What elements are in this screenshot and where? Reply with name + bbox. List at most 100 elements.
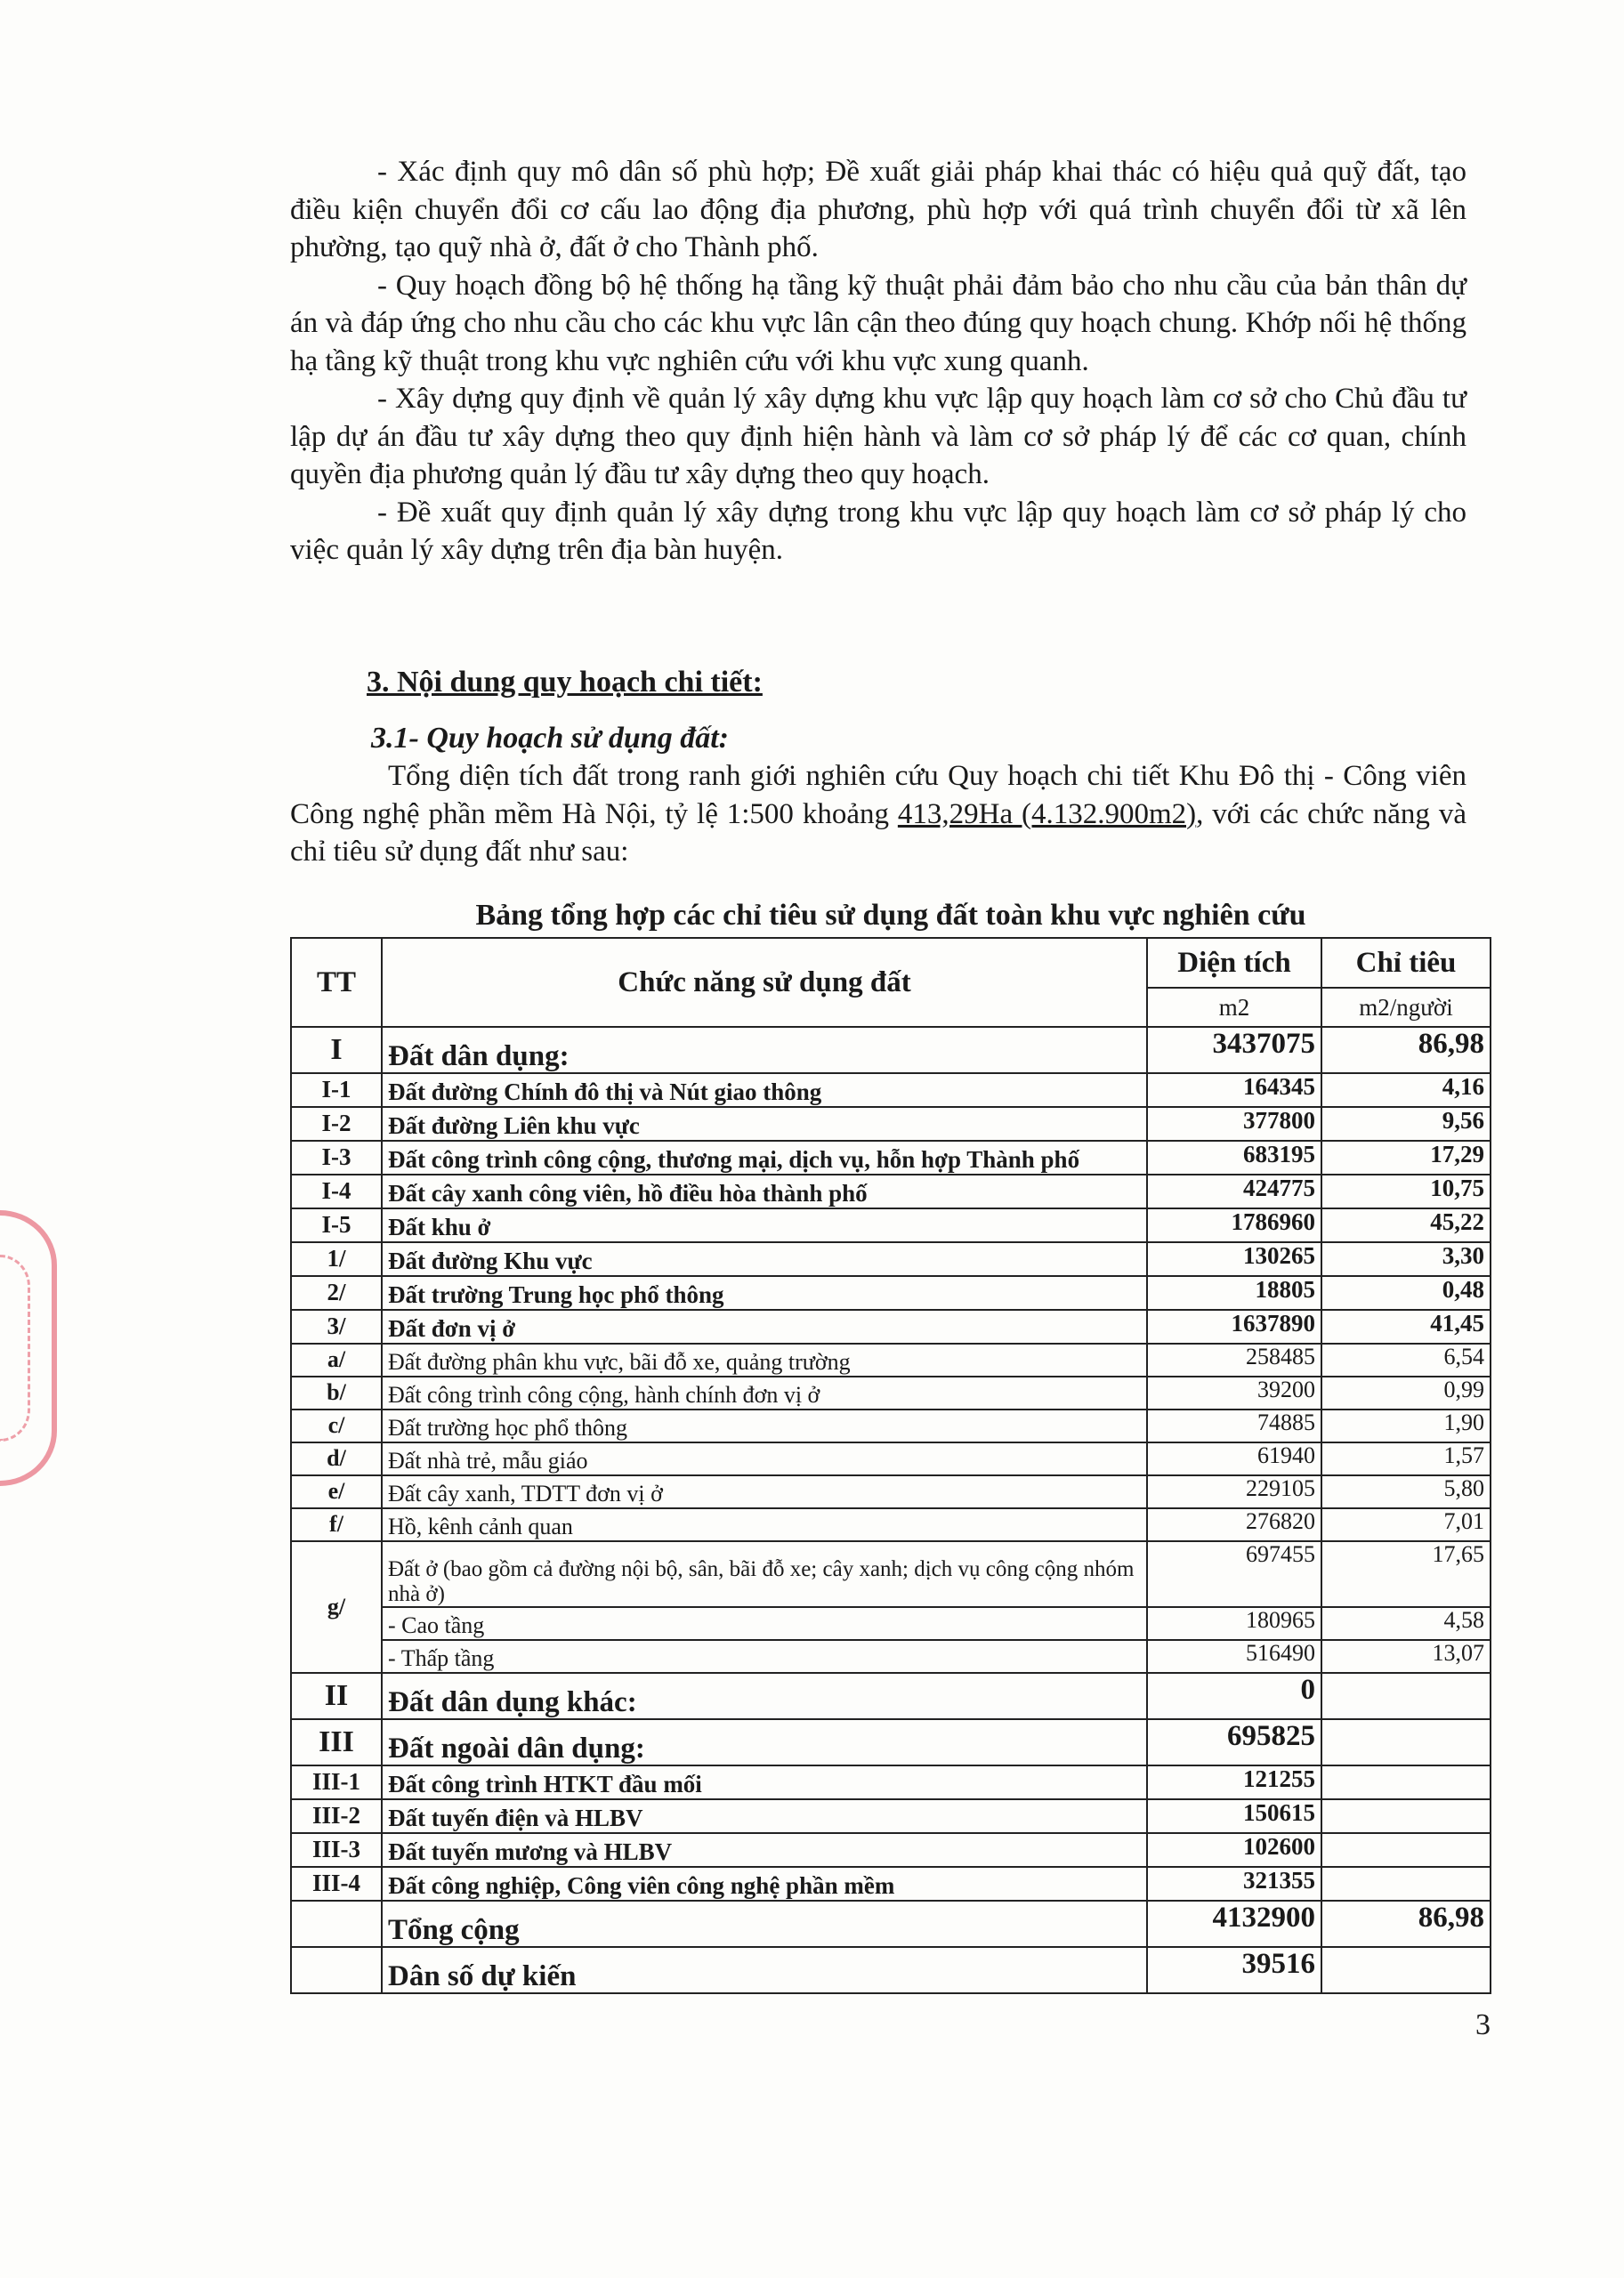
row-area: 229105 <box>1146 1474 1322 1509</box>
paragraph: - Đề xuất quy định quản lý xây dựng tron… <box>290 496 1466 567</box>
row-area: 39200 <box>1146 1376 1322 1410</box>
row-function: - Cao tầng <box>381 1606 1148 1641</box>
row-area: 697455 <box>1146 1540 1322 1608</box>
row-function: - Thấp tầng <box>381 1639 1148 1674</box>
row-function: Đất đường Liên khu vực <box>381 1106 1148 1142</box>
table-row: III-3 Đất tuyến mương và HLBV 102600 <box>290 1832 1491 1868</box>
red-seal-stamp-inner <box>0 1255 30 1442</box>
table-row: 2/Đất trường Trung học phổ thông 18805 0,4… <box>290 1275 1491 1311</box>
row-tt: I-5 <box>290 1208 383 1243</box>
row-function: Hồ, kênh cảnh quan <box>381 1507 1148 1542</box>
table-row: III-1 Đất công trình HTKT đầu mối 121255 <box>290 1765 1491 1800</box>
table-row: II Đất dân dụng khác: 0 <box>290 1672 1491 1720</box>
table-row: Tổng cộng 4132900 86,98 <box>290 1900 1491 1948</box>
table-row: b/Đất công trình công cộng, hành chính đ… <box>290 1376 1491 1410</box>
table-row: d/Đất nhà trẻ, mẫu giáo 61940 1,57 <box>290 1442 1491 1476</box>
table-row: I-5 Đất khu ở 1786960 45,22 <box>290 1208 1491 1243</box>
row-tt: e/ <box>290 1474 383 1509</box>
row-tt: d/ <box>290 1442 383 1476</box>
row-tt: I-4 <box>290 1174 383 1209</box>
row-area: 683195 <box>1146 1140 1322 1175</box>
table-row: a/Đất đường phân khu vực, bãi đỗ xe, quả… <box>290 1343 1491 1377</box>
row-function: Đất dân dụng: <box>381 1026 1148 1074</box>
land-use-table: TT Chức năng sử dụng đất Diện tích Chỉ t… <box>290 937 1491 1994</box>
table-row: III-2 Đất tuyến điện và HLBV 150615 <box>290 1798 1491 1834</box>
table-row: - Thấp tầng 516490 13,07 <box>291 1639 1491 1674</box>
paragraph-text: Tổng diện tích đất trong ranh giới nghiê… <box>290 760 1466 830</box>
row-area: 164345 <box>1146 1072 1322 1108</box>
row-area: 61940 <box>1146 1442 1322 1476</box>
row-index: 86,98 <box>1321 1026 1491 1074</box>
header-index: Chỉ tiêu <box>1321 937 1491 989</box>
row-index: 17,65 <box>1321 1540 1491 1608</box>
row-area: 39516 <box>1146 1946 1322 1994</box>
row-function: Đất cây xanh, TDTT đơn vị ở <box>381 1474 1148 1509</box>
subsection-paragraph: Tổng diện tích đất trong ranh giới nghiê… <box>290 757 1466 871</box>
table-row: g/Đất ở (bao gồm cả đường nội bộ, sân, b… <box>290 1540 1491 1674</box>
row-index: 10,75 <box>1321 1174 1491 1209</box>
row-index: 1,90 <box>1321 1409 1491 1443</box>
row-tt: 3/ <box>290 1309 383 1345</box>
row-function: Đất đường Chính đô thị và Nút giao thông <box>381 1072 1148 1108</box>
row-function: Đất trường Trung học phổ thông <box>381 1275 1148 1311</box>
row-tt: 2/ <box>290 1275 383 1311</box>
row-index: 0,99 <box>1321 1376 1491 1410</box>
row-area: 18805 <box>1146 1275 1322 1311</box>
table-row: 3/Đất đơn vị ở 1637890 41,45 <box>290 1309 1491 1345</box>
row-function: Đất tuyến điện và HLBV <box>381 1798 1148 1834</box>
row-index <box>1321 1832 1491 1868</box>
row-function: Đất nhà trẻ, mẫu giáo <box>381 1442 1148 1476</box>
row-function: Đất khu ở <box>381 1208 1148 1243</box>
row-function: Đất ở (bao gồm cả đường nội bộ, sân, bãi… <box>381 1540 1148 1608</box>
table-row: e/Đất cây xanh, TDTT đơn vị ở 229105 5,80 <box>290 1474 1491 1509</box>
row-tt: b/ <box>290 1376 383 1410</box>
row-index: 1,57 <box>1321 1442 1491 1476</box>
paragraph: - Xác định quy mô dân số phù hợp; Đề xuấ… <box>290 156 1466 263</box>
row-index: 45,22 <box>1321 1208 1491 1243</box>
row-index: 17,29 <box>1321 1140 1491 1175</box>
row-index: 4,58 <box>1321 1606 1491 1641</box>
table-row: c/Đất trường học phổ thông 74885 1,90 <box>290 1409 1491 1443</box>
row-tt: g/ <box>290 1540 383 1674</box>
table-row: I-3 Đất công trình công cộng, thương mại,… <box>290 1140 1491 1175</box>
row-tt: III-4 <box>290 1866 383 1902</box>
table-row: I-2 Đất đường Liên khu vực 377800 9,56 <box>290 1106 1491 1142</box>
row-area: 1637890 <box>1146 1309 1322 1345</box>
table-row: 1/Đất đường Khu vực 130265 3,30 <box>290 1241 1491 1277</box>
page-number: 3 <box>1475 2008 1491 2041</box>
row-area: 258485 <box>1146 1343 1322 1377</box>
row-area: 1786960 <box>1146 1208 1322 1243</box>
row-area: 695825 <box>1146 1718 1322 1766</box>
row-function: Đất đơn vị ở <box>381 1309 1148 1345</box>
header-tt: TT <box>290 937 383 1028</box>
row-index: 4,16 <box>1321 1072 1491 1108</box>
row-function: Đất công trình công cộng, thương mại, dị… <box>381 1140 1148 1175</box>
row-tt: I <box>290 1026 383 1074</box>
row-area: 121255 <box>1146 1765 1322 1800</box>
paragraph: - Xây dựng quy định về quản lý xây dựng … <box>290 383 1466 490</box>
row-index: 3,30 <box>1321 1241 1491 1277</box>
row-function: Đất dân dụng khác: <box>381 1672 1148 1720</box>
row-function: Đất trường học phổ thông <box>381 1409 1148 1443</box>
row-tt: a/ <box>290 1343 383 1377</box>
row-function: Đất công trình HTKT đầu mối <box>381 1765 1148 1800</box>
row-area: 102600 <box>1146 1832 1322 1868</box>
table-row: Dân số dự kiến 39516 <box>290 1946 1491 1994</box>
row-index <box>1321 1672 1491 1720</box>
row-area: 321355 <box>1146 1866 1322 1902</box>
row-index <box>1321 1866 1491 1902</box>
row-function: Đất tuyến mương và HLBV <box>381 1832 1148 1868</box>
intro-paragraphs: - Xác định quy mô dân số phù hợp; Đề xuấ… <box>290 153 1466 570</box>
row-area: 130265 <box>1146 1241 1322 1277</box>
row-function: Đất đường phân khu vực, bãi đỗ xe, quảng… <box>381 1343 1148 1377</box>
table-row: I-4 Đất cây xanh công viên, hồ điều hòa t… <box>290 1174 1491 1209</box>
row-area: 377800 <box>1146 1106 1322 1142</box>
row-function: Dân số dự kiến <box>381 1946 1148 1994</box>
row-area: 74885 <box>1146 1409 1322 1443</box>
paragraph-text: , với các chức năng và chỉ tiêu sử dụng … <box>290 797 1466 868</box>
row-tt: 1/ <box>290 1241 383 1277</box>
row-index <box>1321 1946 1491 1994</box>
row-area: 516490 <box>1146 1639 1322 1674</box>
table-body: I Đất dân dụng: 3437075 86,98 I-1 Đất đường C… <box>290 1026 1491 1994</box>
row-area: 4132900 <box>1146 1900 1322 1948</box>
